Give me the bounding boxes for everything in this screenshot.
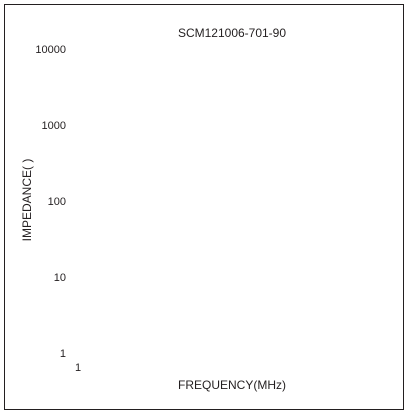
y-tick-label: 1000	[42, 120, 66, 132]
y-axis-label: IMPEDANCE( )	[20, 159, 34, 242]
y-tick-label: 100	[48, 196, 66, 208]
x-axis-label: FREQUENCY(MHz)	[178, 378, 286, 392]
chart-title: SCM121006-701-90	[178, 26, 286, 40]
x-tick-labels: 1	[75, 362, 81, 374]
y-tick-label: 1	[60, 348, 66, 360]
x-tick-label: 1	[75, 362, 81, 374]
y-tick-label: 10000	[35, 44, 66, 56]
y-tick-label: 10	[54, 272, 66, 284]
y-tick-labels: 10000 1000 100 10 1	[35, 44, 66, 360]
